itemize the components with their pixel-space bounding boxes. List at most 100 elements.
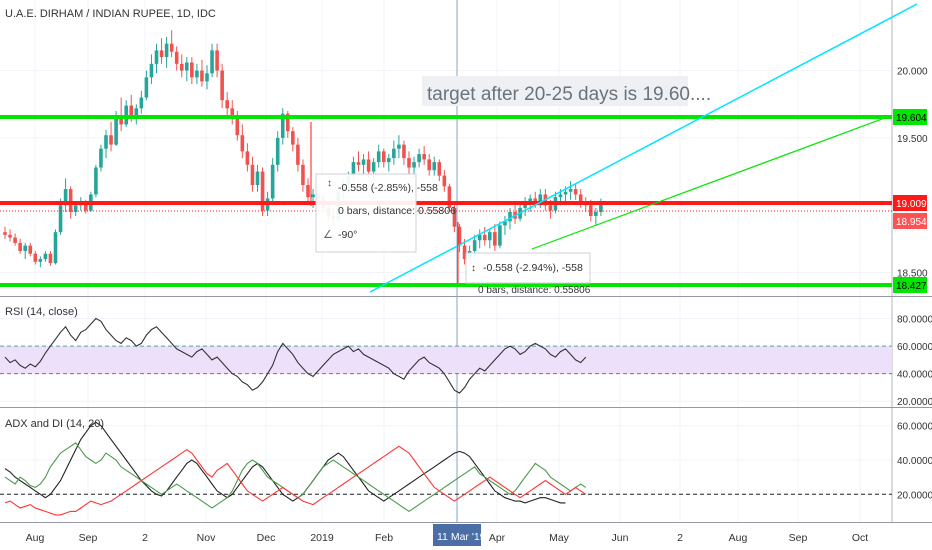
candle-body: [250, 164, 255, 186]
rsi-pane[interactable]: RSI (14, close): [0, 306, 892, 394]
candle-body: [68, 189, 73, 212]
candle-body: [99, 148, 103, 168]
crosshair-date-bg: [433, 524, 481, 546]
price-pane[interactable]: ↕ -0.558 (-2.85%), -558 0 bars, distance…: [0, 3, 918, 296]
time-tick-label: Dec: [257, 532, 276, 544]
candle-body: [119, 116, 123, 125]
candle-body: [63, 189, 68, 206]
candle-body: [563, 191, 568, 195]
candle-body: [482, 234, 487, 241]
measure1-background: [315, 173, 417, 253]
candle-body: [301, 164, 305, 186]
candle-body: [48, 253, 53, 264]
candle-body: [235, 116, 240, 136]
candle-body: [190, 62, 194, 78]
cyan-trend-line[interactable]: [369, 3, 918, 293]
badge-upper: 19.604: [896, 113, 927, 124]
adx-pane[interactable]: ADX and DI (14, 20): [0, 418, 892, 516]
candle-body: [195, 70, 199, 78]
candle-body: [397, 144, 401, 149]
candle-body: [412, 162, 416, 168]
candle-body: [215, 50, 219, 71]
candle-body: [387, 158, 391, 163]
time-tick-label: Sep: [789, 532, 808, 544]
time-axis[interactable]: Aug Sep 2 Nov Dec 2019 Feb Apr May Jun 2 Aug Sep Oct: [26, 532, 869, 544]
candle-body: [452, 207, 457, 227]
time-tick-label: Aug: [729, 532, 748, 544]
badge-last-bg: [893, 213, 927, 229]
green-trend-line[interactable]: [531, 115, 891, 250]
candle-body: [144, 77, 149, 98]
candle-body: [114, 116, 118, 145]
rsi-tick-label: 60.0000: [897, 342, 932, 353]
target-callout[interactable]: target after 20-25 days is 19.60....: [422, 76, 711, 106]
candle-body: [58, 205, 63, 233]
candle-body: [361, 159, 366, 165]
time-tick-label: 2019: [310, 532, 334, 544]
time-tick-label: Nov: [197, 532, 216, 544]
rsi-tick-label: 80.0000: [897, 315, 932, 326]
candle-body: [28, 245, 33, 254]
candle-body: [179, 63, 184, 71]
price-tick-label: 18.500: [897, 269, 928, 280]
candle-body: [169, 43, 174, 52]
time-tick-label: Oct: [852, 532, 868, 544]
badge-upper-bg: [893, 109, 927, 125]
candle-body: [3, 232, 7, 235]
candle-body: [139, 97, 144, 109]
measurement-box-1[interactable]: ↕ -0.558 (-2.85%), -558 0 bars, distance…: [315, 173, 456, 253]
candle-body: [488, 232, 492, 241]
candle-body: [13, 237, 17, 243]
time-tick-label: Aug: [26, 532, 45, 544]
candle-body: [503, 221, 507, 226]
candle-body: [225, 100, 229, 109]
candle-body: [472, 240, 477, 251]
adx-tick-label: 20.0000: [897, 490, 932, 501]
candle-body: [33, 253, 38, 262]
candle-body: [18, 242, 22, 251]
candle-body: [270, 164, 275, 199]
price-tick-label: 19.500: [897, 134, 928, 145]
candle-body: [109, 135, 113, 145]
measurement-box-2[interactable]: ↕ -0.558 (-2.94%), -558 0 bars, distance…: [465, 252, 591, 296]
candle-body: [477, 234, 482, 241]
time-tick-label: Apr: [489, 532, 506, 544]
candle-body: [8, 234, 12, 238]
candle-body: [381, 151, 386, 163]
rsi-tick-label: 40.0000: [897, 370, 932, 381]
candle-body: [599, 202, 603, 212]
angle-icon: ∠: [323, 229, 333, 241]
candle-body: [568, 189, 573, 192]
badge-lower-bg: [893, 277, 927, 293]
adx-lines: [4, 421, 587, 516]
candle-body: [417, 154, 421, 163]
candle-body: [159, 50, 164, 58]
candle-body: [154, 50, 159, 64]
candle-body: [427, 159, 431, 171]
price-axis[interactable]: 20.000 19.500 18.500 80.0000 60.0000 40.0000 2…: [897, 67, 932, 502]
time-tick-label: Sep: [79, 532, 98, 544]
candle-body: [134, 108, 139, 118]
candle-body: [528, 198, 532, 203]
candle-body: [462, 245, 467, 260]
candle-body: [220, 70, 224, 101]
symbol-title: U.A.E. DIRHAM / INDIAN RUPEE, 1D, IDC: [5, 8, 216, 20]
measure2-arrow-icon: ↕: [471, 263, 476, 274]
candle-body: [23, 245, 27, 251]
candle-body: [442, 175, 447, 187]
adx-tick-label: 60.0000: [897, 422, 932, 433]
candle-body: [573, 189, 578, 195]
price-tick-label: 20.000: [897, 67, 928, 78]
candle-body: [437, 162, 442, 176]
price-badges: 19.604 19.009 18.954 18.427: [893, 109, 927, 293]
candle-body: [457, 226, 462, 246]
candle-body: [594, 211, 598, 216]
candle-body: [306, 185, 310, 198]
candle-body: [311, 194, 315, 198]
candle-body: [392, 148, 396, 159]
candle-body: [43, 253, 48, 260]
candle-body: [255, 171, 260, 186]
measure1-arrow-icon: ↕: [327, 178, 332, 189]
target-callout-background: [422, 76, 688, 106]
